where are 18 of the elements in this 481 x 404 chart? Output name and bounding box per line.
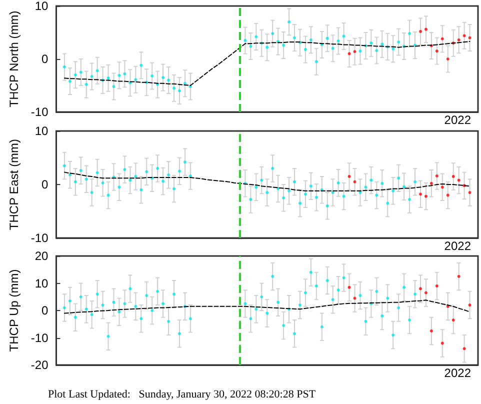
y-tick-label: -20 [30,358,49,372]
y-tick-label: 20 [34,249,49,263]
y-tick-label: -10 [30,231,49,245]
y-tick-label: 10 [34,124,49,138]
y-axis-title: THCP East (mm) [7,138,21,230]
y-tick-label: 10 [34,0,49,13]
y-tick-label: 0 [42,52,49,66]
y-axis-title: THCP North (mm) [7,10,21,108]
y-tick-label: 10 [34,276,49,290]
y-tick-label: -10 [30,105,49,119]
y-tick-label: 0 [42,304,49,318]
text: 2022 [444,366,472,380]
text: Plot Last Updated: Sunday, January 30, 2022 08:20:28 PST [48,388,316,400]
y-tick-label: 0 [42,178,49,192]
y-tick-label: -10 [30,330,49,345]
text: 2022 [444,239,472,253]
y-axis-title: THCP Up (mm) [7,269,21,352]
text: 2022 [444,113,472,127]
